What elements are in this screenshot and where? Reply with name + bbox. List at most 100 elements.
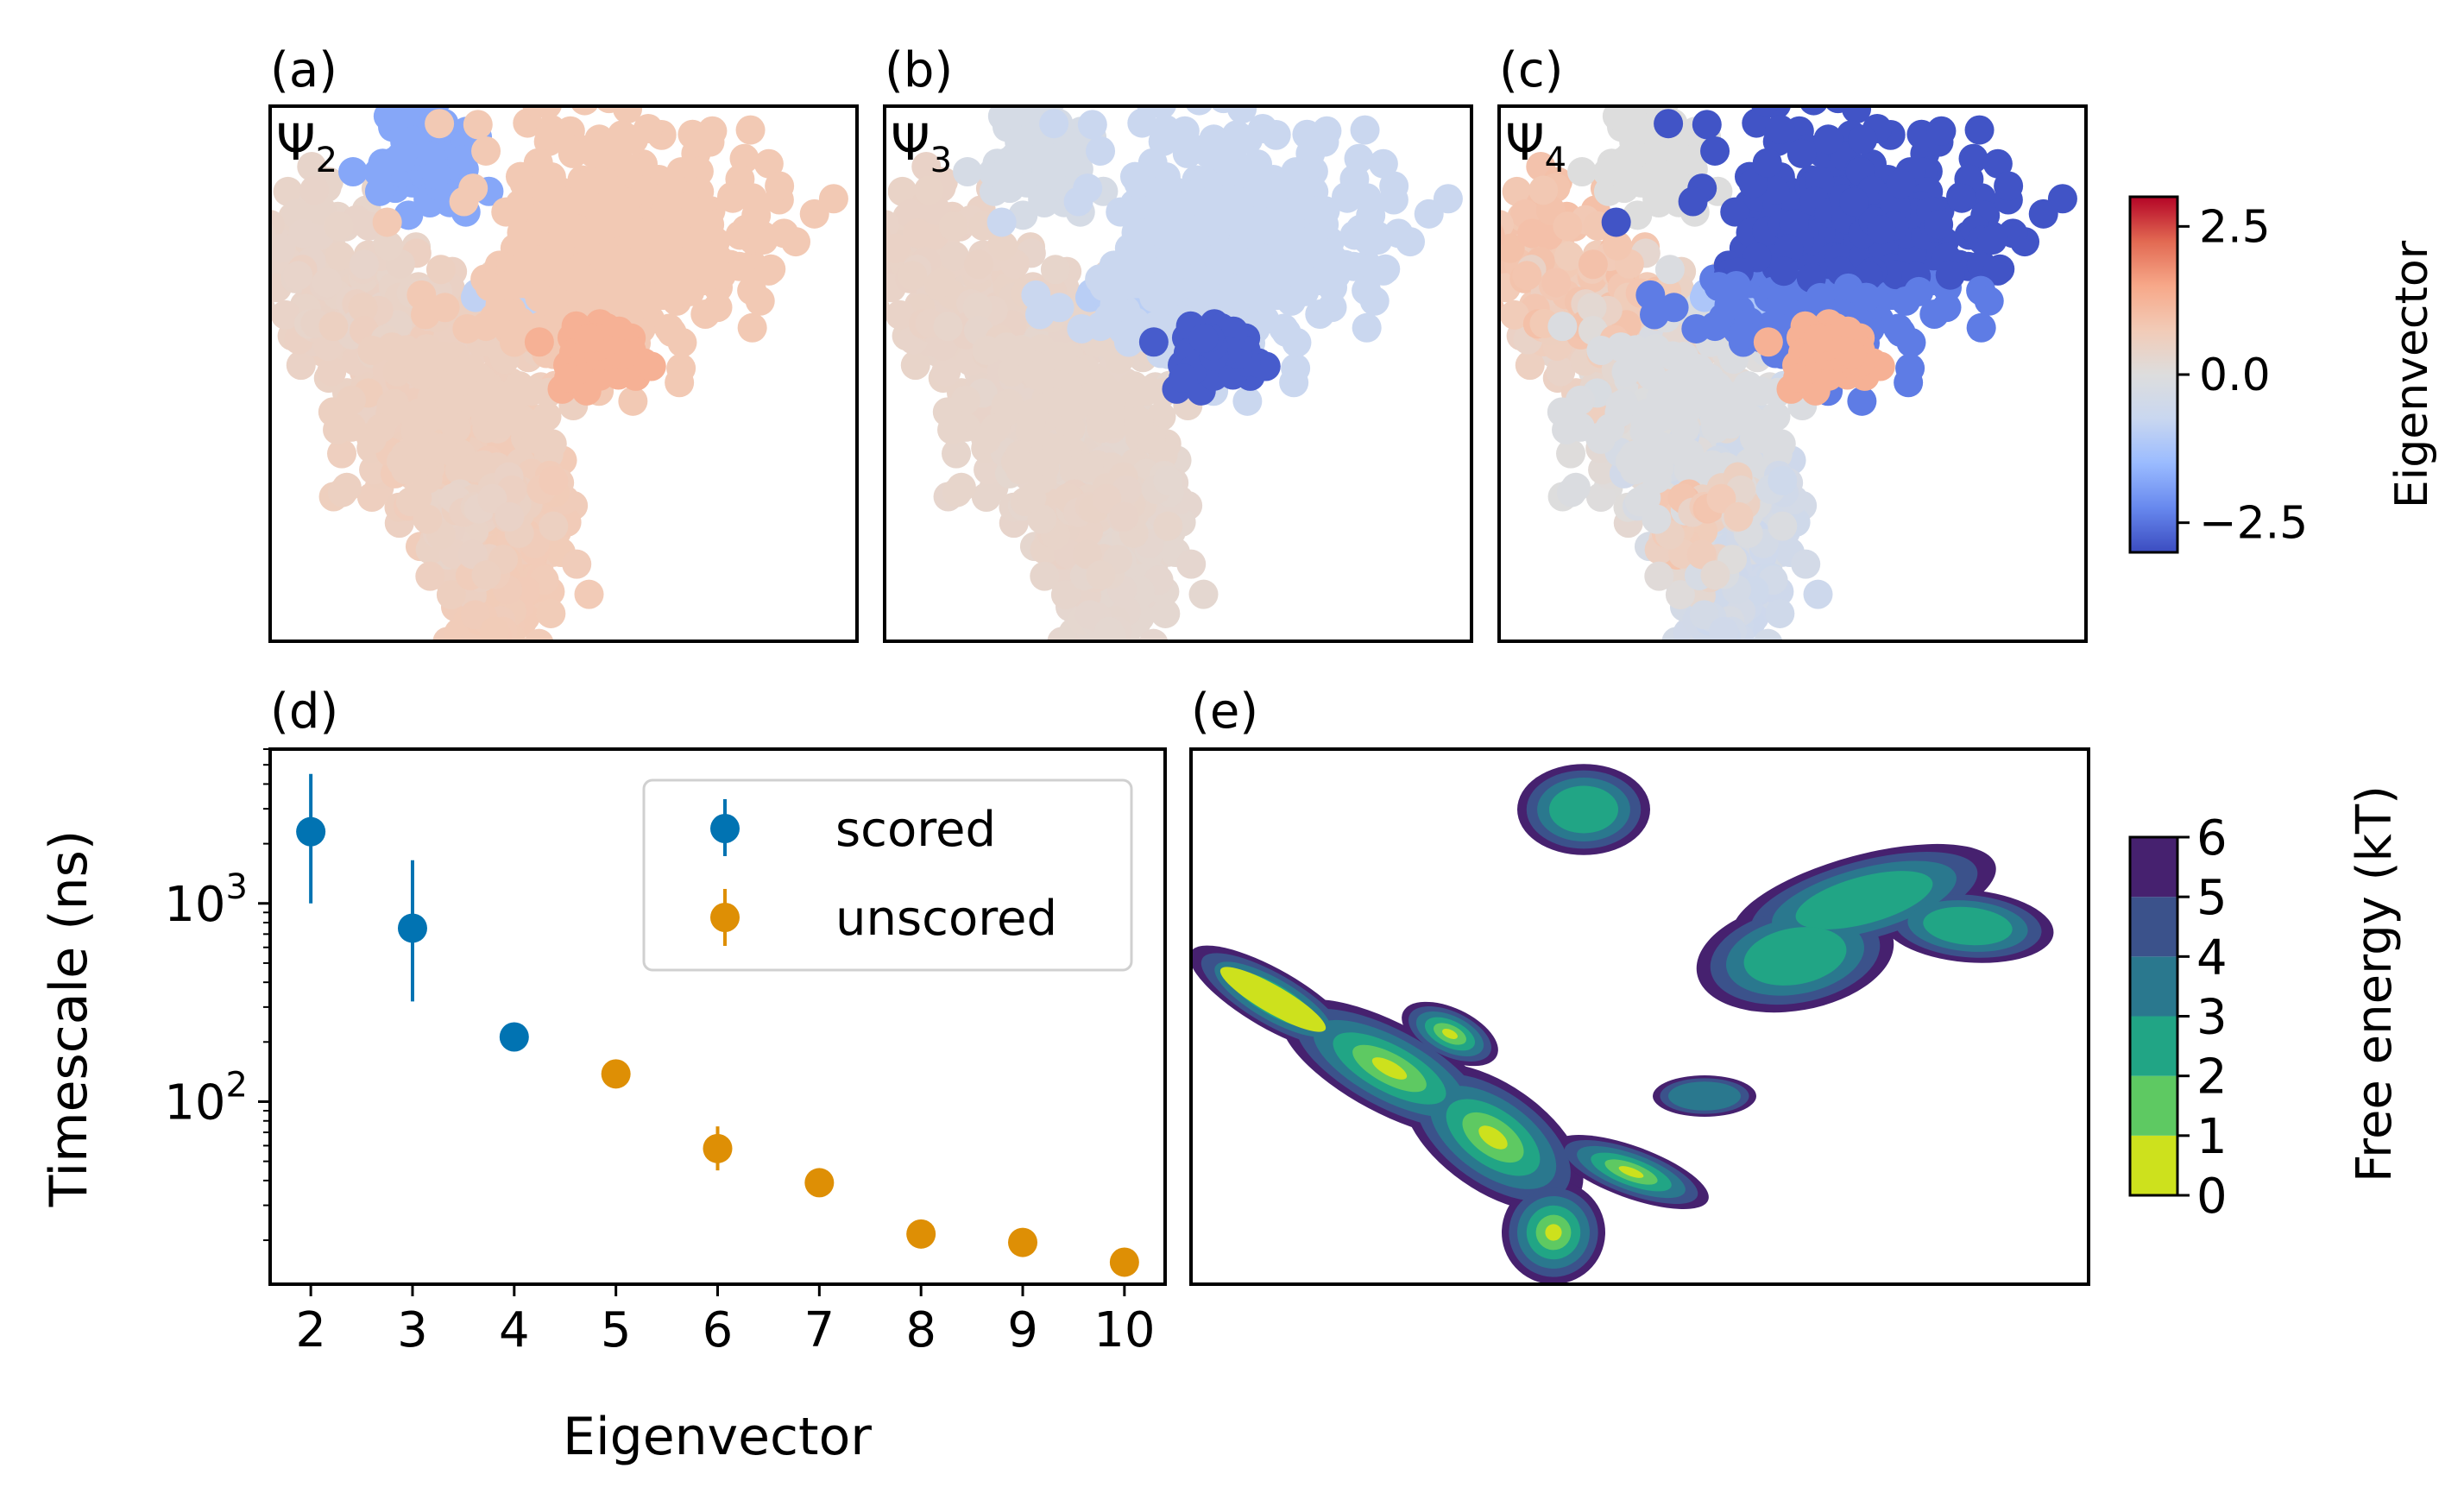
scatter-point [1190, 285, 1220, 315]
scatter-point [1176, 549, 1207, 579]
scatter-point [1964, 115, 1995, 145]
scatter-point [1676, 145, 1706, 175]
scatter-point [1106, 197, 1136, 227]
scatter-point [1062, 145, 1092, 175]
scatter-point [576, 285, 606, 315]
scatter-point [1227, 106, 1257, 124]
scatter-point [270, 299, 300, 330]
scatter-point [942, 477, 972, 507]
scatter-point [554, 363, 584, 394]
scatter-point [1783, 363, 1813, 394]
scatter-point [1586, 336, 1616, 366]
scatter-point [338, 157, 369, 187]
scatter-point [1799, 106, 1828, 116]
scatter-point [1414, 198, 1444, 229]
energy-contour [1442, 1029, 1458, 1039]
energy-contour [1668, 1081, 1741, 1111]
scatter-point [1721, 270, 1751, 300]
scatter-point [1847, 386, 1877, 416]
scatter-point [372, 207, 402, 237]
scatter-point [318, 397, 348, 427]
scatter-point [574, 324, 604, 354]
scatter-point [521, 106, 550, 117]
scatter-point [1124, 168, 1154, 198]
scatter-point [1350, 115, 1380, 145]
scatter-panel-c: Ψ4 [1497, 54, 2088, 643]
scatter-point [507, 54, 536, 83]
scatter-point [903, 218, 933, 249]
scatter-point [425, 109, 455, 139]
scatter-point [1169, 64, 1198, 93]
scatter-point [927, 268, 957, 298]
scatter-point [1271, 169, 1301, 199]
scatter-point [1128, 375, 1158, 406]
scatter-point [1018, 398, 1049, 428]
scatter-point [753, 148, 784, 179]
scatter-point [224, 251, 254, 280]
scatter-point [1309, 210, 1339, 240]
scatter-point [327, 477, 357, 507]
scatter-point [1720, 197, 1750, 227]
scatter-point [407, 360, 438, 390]
scatter-point [1711, 386, 1741, 416]
legend-label-scored: scored [835, 802, 996, 858]
scatter-point [317, 356, 347, 387]
eigen-tick-label-0: 2.5 [2199, 201, 2271, 253]
scatter-point [1825, 106, 1851, 114]
eigenvector-colorbar-label: Eigenvector [2386, 240, 2438, 508]
scatter-point [1736, 54, 1765, 83]
scatter-point [1352, 312, 1382, 343]
scatter-point [1753, 628, 1783, 641]
scatter-point [737, 312, 767, 343]
panel-label-d: (d) [270, 684, 338, 740]
scatter-point [1851, 282, 1881, 312]
x-tick-label-8: 8 [905, 1302, 936, 1358]
scatter-point [1044, 293, 1074, 323]
scatter-point [1153, 285, 1183, 315]
scatter-point [1644, 561, 1674, 591]
scatter-point [288, 218, 318, 249]
energy-tick-label-2: 2 [2196, 1049, 2228, 1106]
scatter-point [512, 47, 541, 77]
scatter-point [1603, 230, 1633, 261]
scatter-point [1363, 225, 1393, 255]
scatter-point [675, 276, 705, 306]
scatter-point [1185, 106, 1213, 116]
energy-level-4 [2130, 897, 2177, 957]
scatter-point [539, 465, 569, 495]
scatter-point [1193, 76, 1222, 105]
scatter-point [366, 413, 396, 444]
scatter-point [1966, 312, 1996, 343]
scatter-point [1379, 171, 1409, 201]
scatter-point [1678, 186, 1708, 217]
scatter-point [391, 335, 421, 365]
x-tick-label-2: 2 [295, 1302, 326, 1358]
energy-tick-label-4: 4 [2196, 929, 2228, 986]
scatter-point [357, 336, 388, 366]
scatter-point [1096, 386, 1126, 416]
scatter-point [1738, 168, 1768, 198]
scatter-point [1753, 327, 1783, 357]
scatter-point [480, 616, 510, 641]
scatter-point [1601, 207, 1631, 237]
panel-label-a: (a) [270, 42, 337, 98]
scatter-point [1692, 110, 1722, 140]
svg-text:Ψ2: Ψ2 [276, 113, 337, 180]
scatter-point [1188, 579, 1219, 609]
scatter-point [1636, 360, 1667, 390]
scatter-point [1602, 106, 1632, 131]
scatter-point [1765, 114, 1795, 144]
scatter-point [1515, 350, 1545, 381]
scatter-point [1924, 210, 1954, 240]
point-unscored-7 [804, 1168, 835, 1198]
scatter-point [1252, 215, 1282, 245]
scatter-point [987, 106, 1018, 131]
scatter-point [931, 356, 961, 387]
scatter-point [348, 293, 378, 323]
scatter-point [1728, 319, 1758, 350]
x-tick-label-6: 6 [703, 1302, 734, 1358]
point-unscored-6 [703, 1133, 733, 1163]
scatter-point [1842, 106, 1872, 124]
scatter-point [1017, 482, 1047, 513]
scatter-point [1935, 260, 1965, 290]
